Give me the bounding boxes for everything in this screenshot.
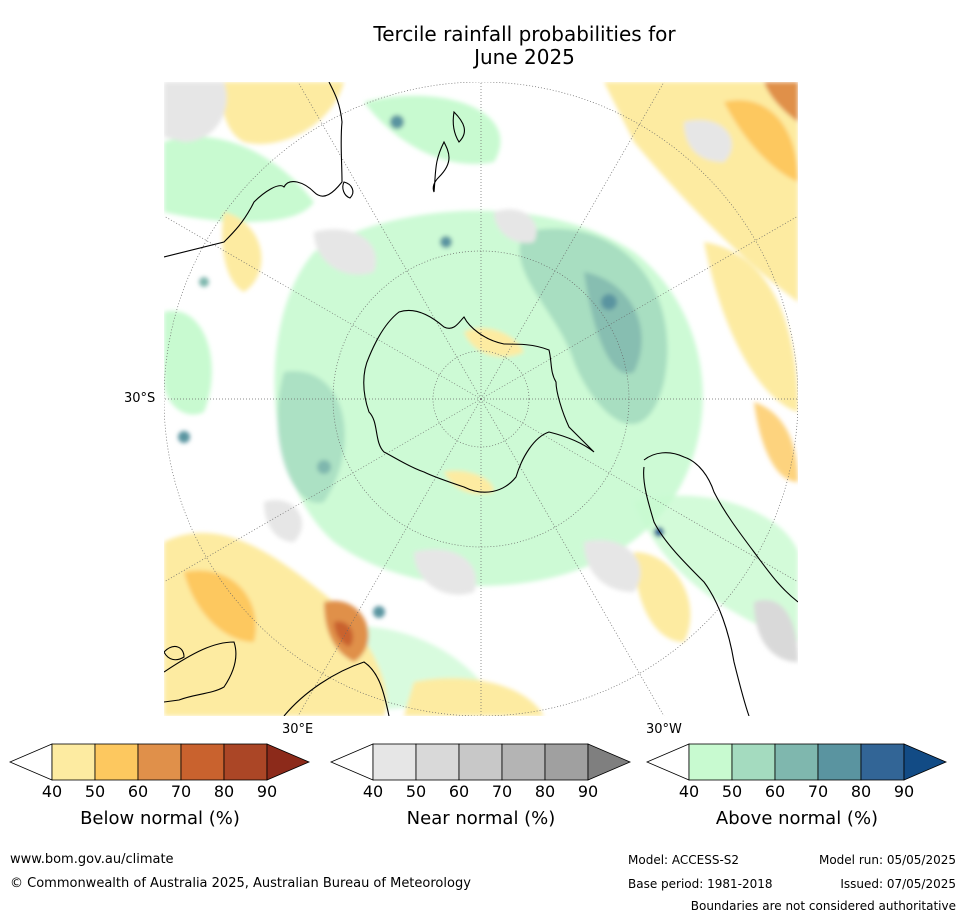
- colorbar-swatch: [180, 743, 225, 781]
- madagascar-coast: [164, 646, 185, 661]
- colorbar-tick-label: 50: [405, 782, 427, 801]
- footer-url: www.bom.gov.au/climate: [10, 852, 174, 867]
- longitude-label-30w: 30°W: [646, 722, 682, 737]
- colorbar-near-normal: [329, 743, 632, 781]
- probability-field: [164, 82, 798, 716]
- colorbar-extension-low: [8, 743, 53, 781]
- colorbar-title-below: Below normal (%): [80, 808, 240, 829]
- graticule: [164, 82, 798, 716]
- colorbar-below-normal: [8, 743, 311, 781]
- colorbar-tick-label: 80: [534, 782, 556, 801]
- tasmania-coast: [342, 181, 354, 199]
- footer-copyright: © Commonwealth of Australia 2025, Austra…: [10, 876, 471, 891]
- colorbar-title-above: Above normal (%): [715, 808, 879, 829]
- colorbar-swatch: [458, 743, 503, 781]
- footer-model-run: Model run: 05/05/2025: [818, 853, 956, 867]
- colorbar-swatch: [415, 743, 460, 781]
- colorbar-tick-label: 50: [721, 782, 743, 801]
- colorbar-swatch: [544, 743, 589, 781]
- colorbar-tick-label: 50: [84, 782, 106, 801]
- colorbar-tick-label: 80: [213, 782, 235, 801]
- south-america-coast: [643, 452, 798, 603]
- colorbar-swatch: [223, 743, 268, 781]
- colorbar-tick-label: 70: [491, 782, 513, 801]
- colorbar-swatch: [774, 743, 819, 781]
- africa-coast: [164, 641, 237, 703]
- polar-map: [164, 82, 798, 716]
- colorbar-title-near: Near normal (%): [406, 808, 556, 829]
- colorbar-above-normal: [645, 743, 948, 781]
- coastlines: [164, 82, 798, 716]
- colorbar-tick-label: 60: [764, 782, 786, 801]
- colorbar-swatch: [51, 743, 96, 781]
- new-zealand-north-coast: [452, 110, 465, 143]
- colorbar-tick-label: 90: [577, 782, 599, 801]
- longitude-label-30e: 30°E: [282, 722, 314, 737]
- map-title-line-2: June 2025: [474, 45, 575, 69]
- map-title-line-1: Tercile rainfall probabilities for: [373, 22, 676, 46]
- footer-disclaimer: Boundaries are not considered authoritat…: [690, 899, 956, 913]
- new-zealand-coast: [432, 140, 450, 193]
- colorbar-tick-label: 90: [256, 782, 278, 801]
- colorbar-tick-label: 40: [678, 782, 700, 801]
- colorbar-swatch: [372, 743, 417, 781]
- colorbar-extension-low: [329, 743, 374, 781]
- colorbar-tick-label: 70: [170, 782, 192, 801]
- colorbar-swatch: [94, 743, 139, 781]
- colorbar-extension-high: [587, 743, 632, 781]
- colorbar-tick-label: 90: [893, 782, 915, 801]
- south-america-west-coast: [643, 466, 750, 716]
- colorbar-tick-label: 80: [850, 782, 872, 801]
- africa-south-coast: [283, 661, 390, 716]
- colorbar-near-normal-swatches: [329, 743, 632, 781]
- colorbar-swatch: [731, 743, 776, 781]
- colorbar-tick-label: 40: [362, 782, 384, 801]
- colorbar-tick-label: 60: [448, 782, 470, 801]
- colorbar-swatch: [688, 743, 733, 781]
- footer-model: Model: ACCESS-S2: [628, 853, 740, 867]
- colorbar-swatch: [817, 743, 862, 781]
- latitude-label-30s: 30°S: [124, 391, 156, 406]
- colorbar-extension-high: [266, 743, 311, 781]
- colorbar-tick-label: 60: [127, 782, 149, 801]
- colorbar-extension-high: [903, 743, 948, 781]
- colorbar-extension-low: [645, 743, 690, 781]
- colorbar-tick-label: 40: [41, 782, 63, 801]
- colorbar-swatch: [137, 743, 182, 781]
- australia-coast: [164, 82, 343, 258]
- colorbar-tick-label: 70: [807, 782, 829, 801]
- antarctica-coast: [363, 309, 595, 493]
- colorbar-swatch: [860, 743, 905, 781]
- footer-base-period: Base period: 1981-2018: [628, 877, 773, 891]
- colorbar-below-normal-swatches: [8, 743, 311, 781]
- colorbar-swatch: [501, 743, 546, 781]
- footer-issued: Issued: 07/05/2025: [840, 877, 956, 891]
- colorbar-above-normal-swatches: [645, 743, 948, 781]
- map-canvas: [164, 82, 798, 716]
